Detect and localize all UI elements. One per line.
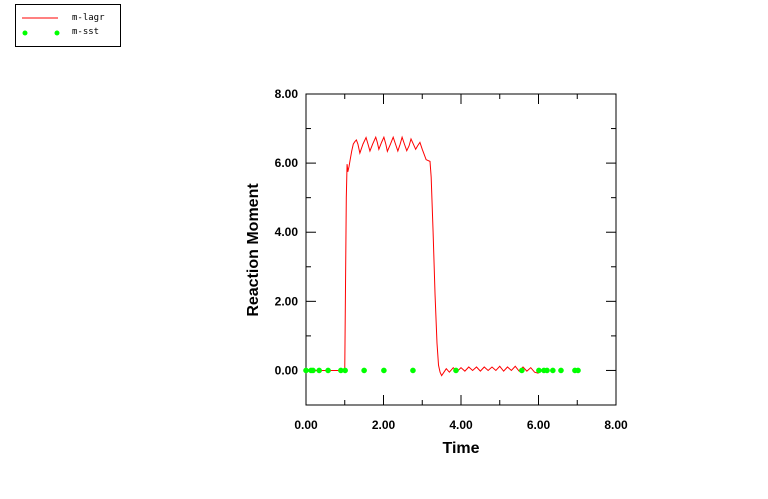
x-tick-label: 0.00 (294, 418, 318, 432)
y-tick-label: 2.00 (275, 294, 299, 308)
data-point-m-sst (519, 367, 525, 374)
data-point-m-sst (536, 367, 542, 374)
data-point-m-sst (550, 367, 556, 374)
data-point-m-sst (325, 367, 331, 374)
data-point-m-sst (558, 367, 564, 374)
legend-line-swatch (22, 17, 58, 19)
data-point-m-sst (338, 367, 344, 374)
legend: m-lagr m-sst (15, 4, 121, 47)
data-point-m-sst (310, 367, 316, 374)
y-tick-label: 8.00 (275, 87, 299, 101)
x-tick-label: 2.00 (372, 418, 396, 432)
y-tick-label: 6.00 (275, 156, 299, 170)
legend-label: m-lagr (72, 13, 105, 23)
data-point-m-sst (453, 367, 459, 374)
y-axis-label: Reaction Moment (245, 183, 262, 317)
y-tick-label: 4.00 (275, 225, 299, 239)
data-point-m-sst (410, 367, 416, 374)
legend-marker-swatch (22, 30, 60, 36)
data-point-m-sst (303, 367, 309, 374)
x-tick-label: 4.00 (449, 418, 473, 432)
x-axis-label: Time (442, 440, 479, 457)
data-point-m-sst (361, 367, 367, 374)
data-point-m-sst (381, 367, 387, 374)
data-point-m-sst (544, 367, 550, 374)
data-point-m-sst (316, 367, 322, 374)
y-tick-label: 0.00 (275, 363, 299, 377)
legend-item-m-lagr: m-lagr (16, 12, 120, 26)
legend-item-m-sst: m-sst (16, 26, 120, 40)
legend-label: m-sst (72, 27, 100, 37)
data-point-m-sst (575, 367, 581, 374)
series-line-m-lagr (306, 135, 539, 377)
data-point-m-sst (342, 367, 348, 374)
x-tick-label: 8.00 (604, 418, 628, 432)
x-tick-label: 6.00 (527, 418, 551, 432)
plot-frame (305, 93, 617, 406)
